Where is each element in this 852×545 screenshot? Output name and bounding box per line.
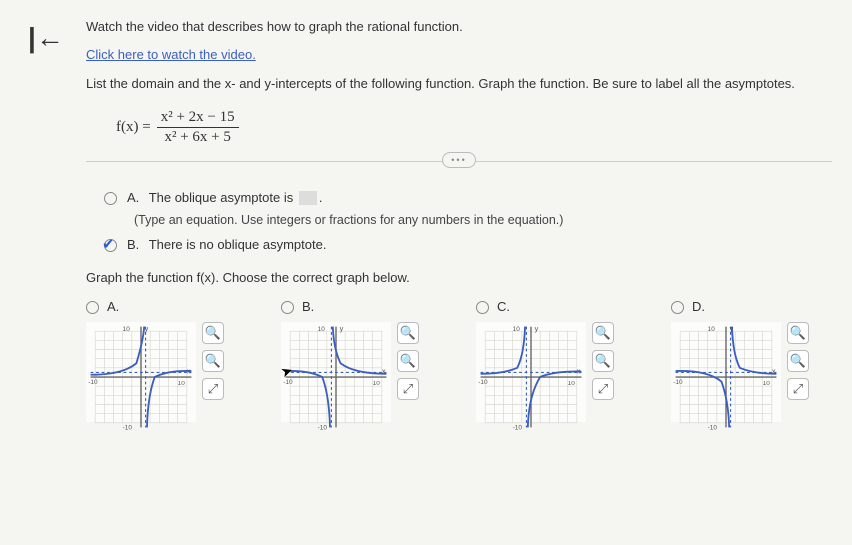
- graph-b-label: B.: [302, 299, 314, 314]
- formula: f(x) = x² + 2x − 15 x² + 6x + 5: [116, 108, 832, 147]
- asymptote-choices: A. The oblique asymptote is . (Type an e…: [86, 190, 832, 253]
- zoom-out-icon[interactable]: 🔍: [592, 350, 614, 372]
- svg-text:y: y: [730, 325, 734, 334]
- svg-text:-10: -10: [478, 379, 488, 386]
- zoom-in-icon[interactable]: 🔍: [202, 322, 224, 344]
- radio-graph-d[interactable]: [671, 301, 684, 314]
- problem-text: List the domain and the x- and y-interce…: [86, 74, 832, 94]
- svg-text:10: 10: [568, 381, 576, 388]
- svg-text:y: y: [145, 325, 149, 334]
- svg-text:x: x: [577, 367, 581, 376]
- zoom-out-icon[interactable]: 🔍: [397, 350, 419, 372]
- choice-a-text: The oblique asymptote is: [149, 190, 294, 205]
- svg-text:10: 10: [708, 327, 716, 334]
- graph-a-canvas: y x 10 -10 10 -10: [86, 322, 196, 422]
- zoom-out-icon[interactable]: 🔍: [202, 350, 224, 372]
- choice-a-letter: A.: [127, 190, 139, 205]
- graph-option-a[interactable]: A. y: [86, 299, 247, 422]
- graph-d-label: D.: [692, 299, 705, 314]
- svg-text:10: 10: [763, 381, 771, 388]
- radio-graph-b[interactable]: [281, 301, 294, 314]
- choice-b-letter: B.: [127, 237, 139, 252]
- svg-text:-10: -10: [88, 379, 98, 386]
- zoom-in-icon[interactable]: 🔍: [592, 322, 614, 344]
- watch-video-link[interactable]: Click here to watch the video.: [86, 47, 256, 62]
- graph-prompt: Graph the function f(x). Choose the corr…: [86, 270, 832, 285]
- zoom-in-icon[interactable]: 🔍: [787, 322, 809, 344]
- svg-text:10: 10: [178, 381, 186, 388]
- expand-icon[interactable]: ⤢: [397, 378, 419, 400]
- formula-numerator: x² + 2x − 15: [157, 108, 239, 128]
- graph-d-canvas: y x 10 -10 10 -10: [671, 322, 781, 422]
- graph-option-d[interactable]: D. y: [671, 299, 832, 422]
- expand-icon[interactable]: ⤢: [592, 378, 614, 400]
- svg-text:x: x: [187, 367, 191, 376]
- graph-a-label: A.: [107, 299, 119, 314]
- formula-lhs: f(x) =: [116, 119, 151, 136]
- back-icon[interactable]: |←: [28, 22, 64, 54]
- expand-icon[interactable]: ⤢: [787, 378, 809, 400]
- svg-text:10: 10: [373, 381, 381, 388]
- svg-text:10: 10: [318, 327, 326, 334]
- svg-text:-10: -10: [318, 425, 328, 432]
- expand-icon[interactable]: ⤢: [202, 378, 224, 400]
- formula-denominator: x² + 6x + 5: [160, 128, 234, 147]
- main-content: Watch the video that describes how to gr…: [0, 0, 852, 442]
- zoom-out-icon[interactable]: 🔍: [787, 350, 809, 372]
- svg-text:-10: -10: [123, 425, 133, 432]
- svg-text:-10: -10: [708, 425, 718, 432]
- intro-text: Watch the video that describes how to gr…: [86, 18, 832, 36]
- radio-graph-a[interactable]: [86, 301, 99, 314]
- expand-pill[interactable]: •••: [442, 152, 476, 168]
- svg-text:-10: -10: [673, 379, 683, 386]
- svg-text:x: x: [382, 367, 386, 376]
- svg-text:10: 10: [513, 327, 521, 334]
- graph-options: A. y: [86, 299, 832, 422]
- radio-b[interactable]: [104, 239, 117, 252]
- choice-b[interactable]: B. There is no oblique asymptote.: [86, 237, 832, 252]
- graph-option-c[interactable]: C. y: [476, 299, 637, 422]
- graph-b-canvas: y x 10 -10 10 -10: [281, 322, 391, 422]
- svg-text:y: y: [535, 325, 539, 334]
- graph-c-canvas: y x 10 -10 10 -10: [476, 322, 586, 422]
- radio-a[interactable]: [104, 192, 117, 205]
- choice-a-blank[interactable]: [299, 191, 317, 205]
- svg-text:x: x: [772, 367, 776, 376]
- svg-text:y: y: [340, 325, 344, 334]
- graph-option-b[interactable]: B. y: [281, 299, 442, 422]
- choice-a[interactable]: A. The oblique asymptote is .: [86, 190, 832, 206]
- choice-a-hint: (Type an equation. Use integers or fract…: [134, 213, 832, 227]
- graph-c-label: C.: [497, 299, 510, 314]
- svg-text:10: 10: [123, 327, 131, 334]
- zoom-in-icon[interactable]: 🔍: [397, 322, 419, 344]
- svg-text:-10: -10: [513, 425, 523, 432]
- choice-b-text: There is no oblique asymptote.: [149, 237, 327, 252]
- radio-graph-c[interactable]: [476, 301, 489, 314]
